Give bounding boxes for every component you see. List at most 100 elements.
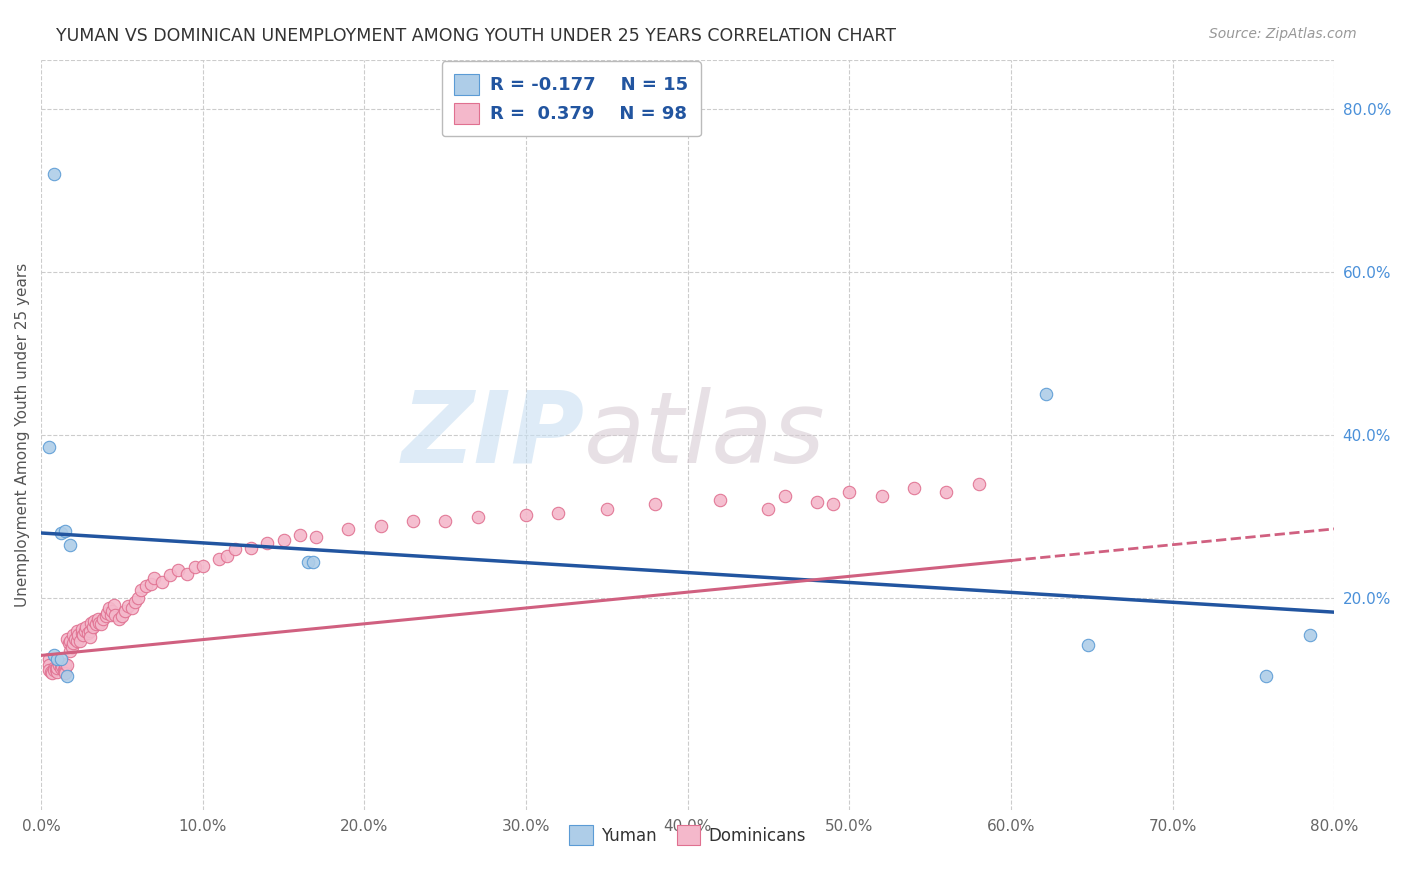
Point	[38, 440, 60, 454]
Point	[53, 660, 76, 674]
Point	[100, 607, 122, 622]
Point	[124, 595, 146, 609]
Point	[89, 615, 111, 630]
Point	[297, 555, 319, 569]
Point	[215, 549, 238, 563]
Point	[176, 566, 198, 581]
Point	[56, 658, 79, 673]
Point	[42, 648, 65, 663]
Point	[46, 665, 69, 679]
Point	[53, 524, 76, 539]
Point	[1077, 638, 1099, 652]
Point	[127, 591, 149, 606]
Point	[70, 622, 93, 636]
Point	[96, 606, 118, 620]
Point	[69, 633, 91, 648]
Point	[42, 660, 65, 674]
Point	[107, 612, 129, 626]
Point	[305, 530, 328, 544]
Point	[370, 519, 392, 533]
Point	[806, 495, 828, 509]
Point	[301, 555, 323, 569]
Point	[58, 636, 80, 650]
Point	[90, 617, 112, 632]
Point	[49, 657, 72, 671]
Point	[63, 632, 86, 646]
Point	[823, 497, 845, 511]
Point	[38, 663, 60, 677]
Point	[94, 609, 117, 624]
Point	[66, 624, 89, 638]
Point	[135, 579, 157, 593]
Point	[49, 526, 72, 541]
Point	[159, 568, 181, 582]
Point	[48, 658, 70, 673]
Point	[337, 522, 360, 536]
Point	[82, 620, 104, 634]
Point	[59, 538, 82, 552]
Point	[104, 607, 127, 622]
Point	[935, 485, 957, 500]
Point	[273, 533, 295, 547]
Point	[79, 631, 101, 645]
Text: Source: ZipAtlas.com: Source: ZipAtlas.com	[1209, 27, 1357, 41]
Point	[191, 558, 214, 573]
Point	[86, 612, 108, 626]
Point	[1256, 669, 1278, 683]
Point	[143, 571, 166, 585]
Point	[240, 541, 263, 555]
Point	[60, 640, 83, 655]
Point	[139, 576, 162, 591]
Point	[62, 628, 84, 642]
Point	[49, 652, 72, 666]
Point	[46, 660, 69, 674]
Point	[79, 624, 101, 638]
Point	[288, 527, 311, 541]
Point	[51, 659, 73, 673]
Text: YUMAN VS DOMINICAN UNEMPLOYMENT AMONG YOUTH UNDER 25 YEARS CORRELATION CHART: YUMAN VS DOMINICAN UNEMPLOYMENT AMONG YO…	[56, 27, 896, 45]
Point	[66, 633, 89, 648]
Point	[39, 665, 62, 679]
Point	[903, 481, 925, 495]
Point	[53, 657, 76, 671]
Point	[773, 489, 796, 503]
Point	[98, 601, 121, 615]
Point	[515, 508, 537, 522]
Point	[59, 644, 82, 658]
Point	[42, 663, 65, 677]
Point	[56, 632, 79, 646]
Point	[75, 620, 97, 634]
Point	[80, 615, 103, 630]
Point	[45, 662, 67, 676]
Point	[70, 625, 93, 640]
Point	[41, 666, 63, 681]
Text: atlas: atlas	[585, 386, 825, 483]
Point	[62, 636, 84, 650]
Point	[150, 574, 173, 589]
Y-axis label: Unemployment Among Youth under 25 years: Unemployment Among Youth under 25 years	[15, 263, 30, 607]
Point	[111, 609, 134, 624]
Point	[56, 669, 79, 683]
Point	[67, 628, 90, 642]
Point	[46, 652, 69, 666]
Point	[91, 612, 114, 626]
Legend: Yuman, Dominicans: Yuman, Dominicans	[560, 815, 815, 855]
Point	[547, 506, 569, 520]
Point	[73, 624, 96, 638]
Point	[117, 599, 139, 614]
Point	[52, 663, 75, 677]
Point	[83, 614, 105, 628]
Point	[121, 601, 143, 615]
Point	[256, 536, 278, 550]
Point	[870, 489, 893, 503]
Point	[49, 660, 72, 674]
Point	[167, 563, 190, 577]
Point	[208, 552, 231, 566]
Point	[467, 509, 489, 524]
Point	[434, 514, 457, 528]
Point	[709, 493, 731, 508]
Point	[114, 603, 136, 617]
Point	[967, 477, 990, 491]
Point	[59, 633, 82, 648]
Point	[131, 583, 153, 598]
